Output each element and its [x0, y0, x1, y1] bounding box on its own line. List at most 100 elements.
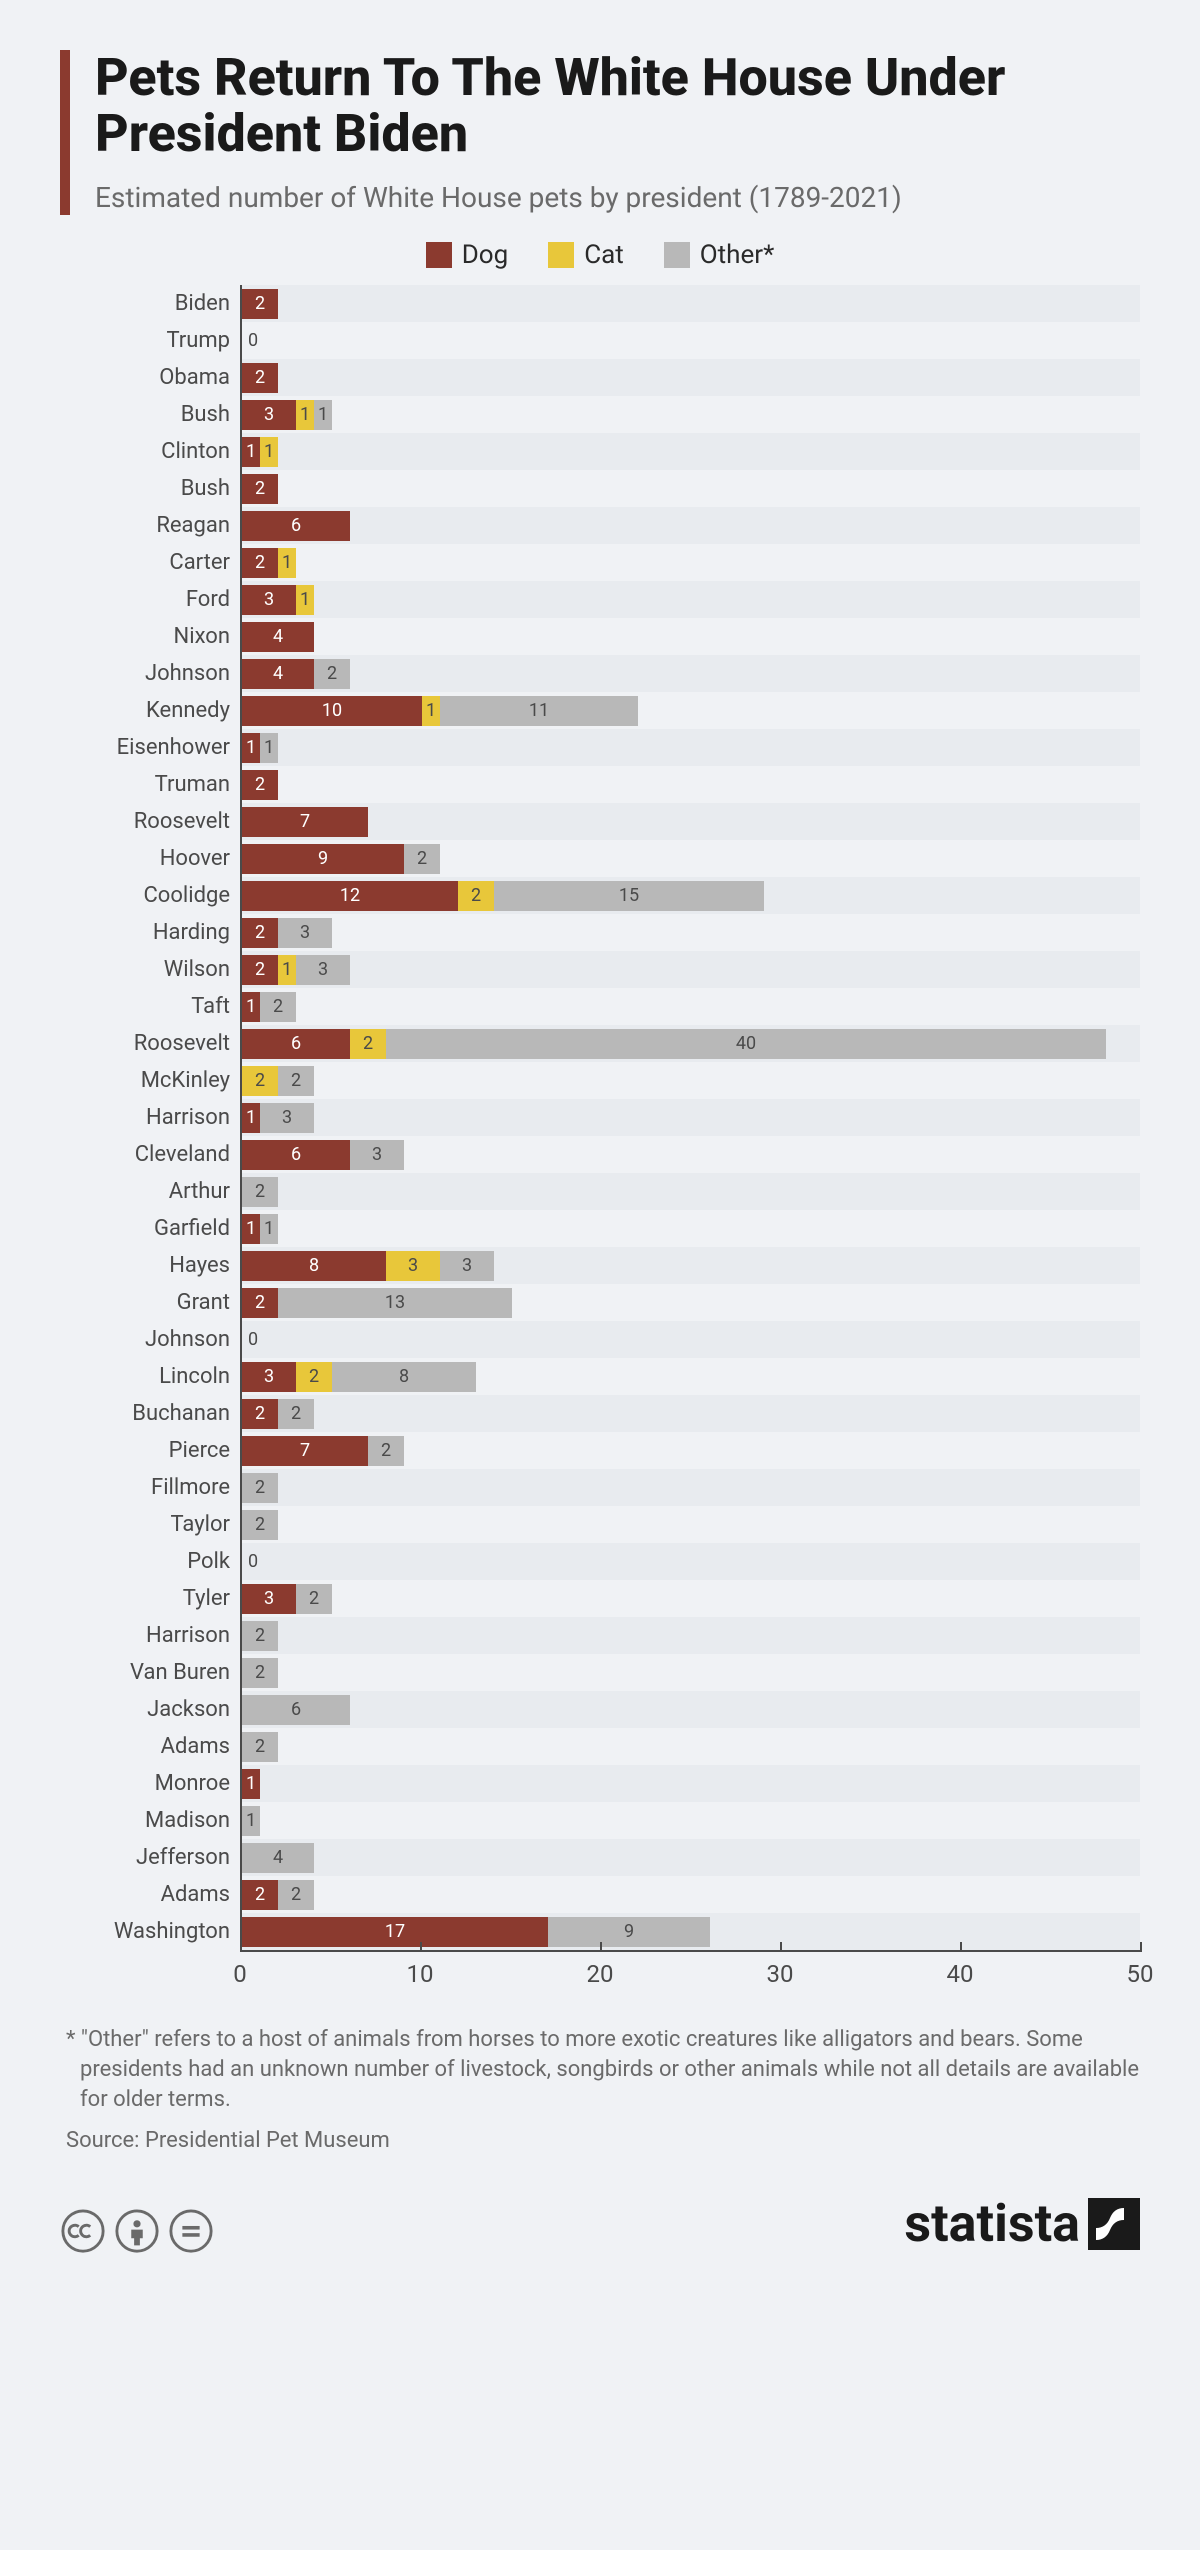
chart-row: Garfield11 — [242, 1210, 1140, 1247]
bar-stack: 213 — [242, 955, 350, 985]
chart-row: Wilson213 — [242, 951, 1140, 988]
chart-row: Madison1 — [242, 1802, 1140, 1839]
bar-segment-dog: 2 — [242, 548, 278, 578]
chart-row: Pierce72 — [242, 1432, 1140, 1469]
x-tick — [420, 1942, 422, 1952]
chart-row: Carter21 — [242, 544, 1140, 581]
bar-stack: 213 — [242, 1288, 512, 1318]
bar-stack: 833 — [242, 1251, 494, 1281]
bar-segment-other: 2 — [404, 844, 440, 874]
chart: Biden2Trump0Obama2Bush311Clinton11Bush2R… — [60, 285, 1140, 1950]
bar-segment-dog: 9 — [242, 844, 404, 874]
bar-segment-other: 15 — [494, 881, 764, 911]
president-label: Tyler — [62, 1586, 230, 1611]
bar-segment-dog: 1 — [242, 437, 260, 467]
legend-swatch — [664, 242, 690, 268]
bar-segment-dog: 3 — [242, 1584, 296, 1614]
president-label: Hoover — [62, 846, 230, 871]
bar-segment-other: 1 — [314, 400, 332, 430]
president-label: Polk — [62, 1549, 230, 1574]
bar-segment-other: 3 — [440, 1251, 494, 1281]
chart-row: Fillmore2 — [242, 1469, 1140, 1506]
bar-stack: 22 — [242, 1880, 314, 1910]
chart-row: Biden2 — [242, 285, 1140, 322]
bar-segment-dog: 4 — [242, 622, 314, 652]
bar-segment-dog: 3 — [242, 1362, 296, 1392]
president-label: Jackson — [62, 1697, 230, 1722]
bar-segment-dog: 1 — [242, 992, 260, 1022]
president-label: McKinley — [62, 1068, 230, 1093]
bar-stack: 2 — [242, 474, 278, 504]
bar-segment-cat: 1 — [278, 955, 296, 985]
bar-segment-dog: 6 — [242, 1029, 350, 1059]
legend-label: Dog — [462, 240, 509, 270]
bar-segment-dog: 10 — [242, 696, 422, 726]
bar-segment-other: 2 — [314, 659, 350, 689]
bar-segment-other: 2 — [296, 1584, 332, 1614]
bar-segment-dog: 6 — [242, 1140, 350, 1170]
bar-stack: 2 — [242, 1621, 278, 1651]
president-label: Harrison — [62, 1105, 230, 1130]
legend-item: Other* — [664, 240, 775, 270]
chart-row: Truman2 — [242, 766, 1140, 803]
bar-segment-other: 2 — [242, 1732, 278, 1762]
chart-row: Roosevelt7 — [242, 803, 1140, 840]
president-label: Johnson — [62, 661, 230, 686]
chart-plot-area: Biden2Trump0Obama2Bush311Clinton11Bush2R… — [240, 285, 1140, 1950]
chart-row: Buchanan22 — [242, 1395, 1140, 1432]
president-label: Fillmore — [62, 1475, 230, 1500]
president-label: Obama — [62, 365, 230, 390]
bar-segment-dog: 17 — [242, 1917, 548, 1947]
chart-row: McKinley22 — [242, 1062, 1140, 1099]
header-text: Pets Return To The White House Under Pre… — [95, 50, 1140, 215]
president-label: Nixon — [62, 624, 230, 649]
legend-label: Cat — [584, 240, 624, 270]
president-label: Arthur — [62, 1179, 230, 1204]
bar-stack: 2 — [242, 1177, 278, 1207]
x-tick — [240, 1942, 242, 1952]
bar-segment-dog: 2 — [242, 1399, 278, 1429]
president-label: Washington — [62, 1919, 230, 1944]
footer: statista — [60, 2193, 1140, 2254]
president-label: Wilson — [62, 957, 230, 982]
bar-segment-cat: 2 — [350, 1029, 386, 1059]
bar-segment-dog: 2 — [242, 770, 278, 800]
chart-row: Jefferson4 — [242, 1839, 1140, 1876]
president-label: Ford — [62, 587, 230, 612]
bar-segment-other: 6 — [242, 1695, 350, 1725]
x-axis: 01020304050 — [240, 1950, 1140, 2000]
president-label: Truman — [62, 772, 230, 797]
bar-segment-other: 4 — [242, 1843, 314, 1873]
bar-segment-other: 1 — [260, 733, 278, 763]
chart-row: Tyler32 — [242, 1580, 1140, 1617]
chart-row: Adams22 — [242, 1876, 1140, 1913]
bar-segment-dog: 1 — [242, 1769, 260, 1799]
chart-row: Cleveland63 — [242, 1136, 1140, 1173]
bar-segment-cat: 1 — [296, 400, 314, 430]
x-tick — [960, 1942, 962, 1952]
x-tick — [600, 1942, 602, 1952]
legend-item: Dog — [426, 240, 509, 270]
legend-swatch — [426, 242, 452, 268]
bar-stack: 4 — [242, 1843, 314, 1873]
president-label: Garfield — [62, 1216, 230, 1241]
chart-row: Washington179 — [242, 1913, 1140, 1950]
bar-segment-cat: 2 — [242, 1066, 278, 1096]
bar-segment-dog: 2 — [242, 289, 278, 319]
president-label: Lincoln — [62, 1364, 230, 1389]
chart-row: Taft12 — [242, 988, 1140, 1025]
legend-swatch — [548, 242, 574, 268]
president-label: Reagan — [62, 513, 230, 538]
bar-stack: 23 — [242, 918, 332, 948]
bar-stack: 13 — [242, 1103, 314, 1133]
bar-segment-dog: 3 — [242, 585, 296, 615]
bar-segment-other: 9 — [548, 1917, 710, 1947]
bar-segment-other: 13 — [278, 1288, 512, 1318]
president-label: Jefferson — [62, 1845, 230, 1870]
footnote: * "Other" refers to a host of animals fr… — [60, 2000, 1140, 2122]
president-label: Harrison — [62, 1623, 230, 1648]
x-tick — [1140, 1942, 1142, 1952]
president-label: Adams — [62, 1882, 230, 1907]
bar-stack: 21 — [242, 548, 296, 578]
bar-segment-other: 2 — [242, 1510, 278, 1540]
